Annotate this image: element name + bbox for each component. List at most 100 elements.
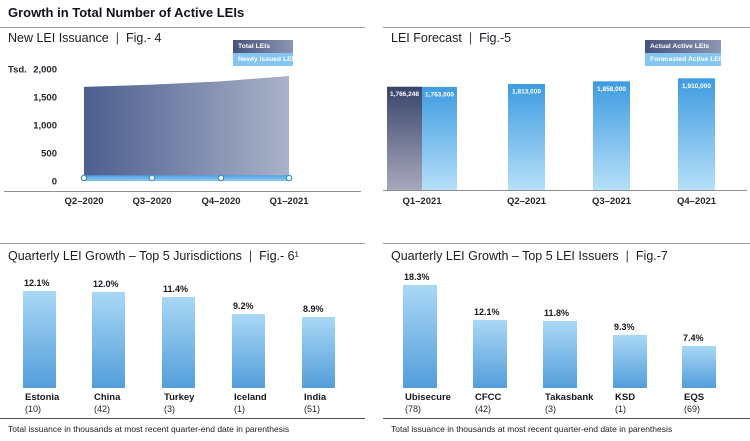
bar-count-label: (10)	[25, 404, 42, 414]
bar-turkey	[162, 297, 195, 388]
footnote-left: Total issuance in thousands at most rece…	[8, 424, 290, 434]
fig5-title-text: LEI Forecast	[391, 31, 462, 45]
newly-issued-marker-2	[217, 174, 225, 182]
fig5-value-label: 1,766,248	[390, 91, 419, 98]
fig4-area-chart: 0 500 1,000 1,500 2,000 Tsd. Q2–2020 Q3–2020 Q4–…	[4, 65, 361, 207]
page-title: Growth in Total Number of Active LEIs	[8, 5, 245, 20]
fig4-fig-label: Fig.- 4	[126, 31, 162, 45]
fig4-title-text: New LEI Issuance	[8, 31, 109, 45]
bar-count-label: (42)	[475, 404, 492, 414]
bar-value-label: 12.1%	[474, 307, 500, 317]
bar-ubisecure	[403, 285, 437, 388]
divider-mid-right	[383, 243, 750, 244]
fig7-bar-chart: 18.3% Ubisecure (78) 12.1% CFCC (42) 11.8% Taka…	[383, 262, 750, 415]
fig4-ytick-4: 2,000	[33, 65, 57, 76]
bar-count-label: (3)	[545, 404, 556, 414]
fig5-bar-actual-active-leis-0	[387, 86, 422, 190]
fig4-ytick-2: 1,000	[33, 121, 57, 132]
fig4-yaxis-unit: Tsd.	[8, 65, 27, 76]
bar-value-label: 9.3%	[614, 322, 635, 332]
divider-top-right	[383, 27, 750, 28]
fig5-bar-forecasted-active-leis-0	[422, 86, 457, 190]
footnote-rule-right	[383, 418, 750, 419]
title-separator: |	[468, 31, 473, 45]
fig4-xlabel-2: Q4–2020	[201, 196, 240, 207]
fig6-title: Quarterly LEI Growth – Top 5 Jurisdictio…	[8, 249, 299, 263]
fig4-ytick-3: 1,500	[33, 93, 57, 104]
fig5-xlabel-1: Q2–2021	[507, 196, 547, 207]
fig5-bar-forecasted-active-leis-2	[593, 81, 630, 190]
bar-category-label: India	[304, 392, 327, 403]
newly-issued-marker-0	[80, 174, 88, 182]
fig5-xlabel-2: Q3–2021	[592, 196, 632, 207]
divider-mid-left	[0, 243, 365, 244]
line-newly-issued-leis	[84, 175, 289, 181]
fig4-legend: Total LEIs Newly issued LEIs	[233, 40, 297, 66]
bar-value-label: 8.9%	[303, 304, 324, 314]
bar-category-label: Estonia	[25, 392, 60, 403]
fig5-xlabel-3: Q4–2021	[677, 196, 717, 207]
bar-category-label: KSD	[615, 392, 636, 403]
bar-category-label: Turkey	[164, 392, 195, 403]
bar-value-label: 7.4%	[683, 333, 704, 343]
bar-count-label: (3)	[164, 404, 175, 414]
fig6-fig-label: Fig.- 6¹	[259, 249, 299, 263]
bar-china	[92, 292, 125, 388]
legend-item-total-leis: Total LEIs	[233, 40, 293, 53]
divider-top-left	[0, 27, 365, 28]
bar-iceland	[232, 314, 265, 388]
fig4-ytick-0: 0	[52, 177, 57, 188]
bar-estonia	[23, 291, 56, 388]
bar-value-label: 12.1%	[24, 278, 50, 288]
bar-value-label: 9.2%	[233, 301, 254, 311]
fig5-value-label: 1,910,000	[682, 83, 711, 90]
bar-eqs	[682, 346, 716, 388]
fig5-value-label: 1,858,000	[597, 86, 626, 93]
bar-value-label: 18.3%	[404, 272, 430, 282]
bar-category-label: EQS	[684, 392, 705, 403]
bar-takasbank	[543, 321, 577, 388]
fig6-title-text: Quarterly LEI Growth – Top 5 Jurisdictio…	[8, 249, 242, 263]
newly-issued-marker-3	[285, 174, 293, 182]
bar-count-label: (42)	[94, 404, 111, 414]
newly-issued-marker-1	[148, 174, 156, 182]
footnote-right: Total issuance in thousands at most rece…	[391, 424, 673, 434]
fig7-title: Quarterly LEI Growth – Top 5 LEI Issuers…	[391, 249, 668, 263]
title-separator: |	[115, 31, 119, 45]
bar-cfcc	[473, 320, 507, 388]
bar-count-label: (1)	[234, 404, 245, 414]
fig6-bar-chart: 12.1% Estonia (10) 12.0% China (42) 11.4% Turke…	[0, 262, 365, 415]
bar-value-label: 11.8%	[544, 308, 570, 318]
fig4-xlabel-0: Q2–2020	[64, 196, 103, 207]
bar-category-label: Takasbank	[545, 392, 594, 403]
fig7-fig-label: Fig.-7	[635, 249, 668, 263]
title-separator: |	[625, 249, 629, 263]
fig4-ytick-1: 500	[41, 149, 57, 160]
bar-count-label: (1)	[615, 404, 626, 414]
legend-item-newly-issued-leis: Newly issued LEIs	[233, 53, 297, 66]
fig4-title: New LEI Issuance | Fig.- 4	[8, 31, 161, 45]
fig5-title: LEI Forecast | Fig.-5	[391, 31, 511, 45]
bar-india	[302, 317, 335, 388]
fig5-value-label: 1,813,000	[512, 88, 541, 95]
fig5-bar-forecasted-active-leis-3	[678, 78, 715, 190]
fig5-bar-chart: 1,766,248 1,763,000 1,813,000 1,858,000 1,91…	[383, 78, 747, 207]
bar-value-label: 11.4%	[163, 284, 189, 294]
bar-count-label: (51)	[304, 404, 321, 414]
fig4-xlabel-1: Q3–2020	[132, 196, 171, 207]
bar-count-label: (78)	[405, 404, 422, 414]
fig5-bar-forecasted-active-leis-1	[508, 83, 545, 190]
bar-ksd	[613, 335, 647, 388]
area-total-leis	[84, 76, 289, 181]
bar-category-label: China	[94, 392, 121, 403]
legend-item-actual-active-leis: Actual Active LEIs	[645, 40, 721, 53]
fig5-value-label: 1,763,000	[425, 91, 454, 98]
bar-category-label: CFCC	[475, 392, 502, 403]
bar-value-label: 12.0%	[93, 279, 119, 289]
bar-category-label: Ubisecure	[405, 392, 451, 403]
fig5-fig-label: Fig.-5	[479, 31, 512, 45]
fig4-xlabel-3: Q1–2021	[269, 196, 309, 207]
legend-item-forecasted-active-leis: Forecasted Active LEIs	[645, 53, 725, 66]
fig7-title-text: Quarterly LEI Growth – Top 5 LEI Issuers	[391, 249, 619, 263]
bar-count-label: (69)	[684, 404, 701, 414]
